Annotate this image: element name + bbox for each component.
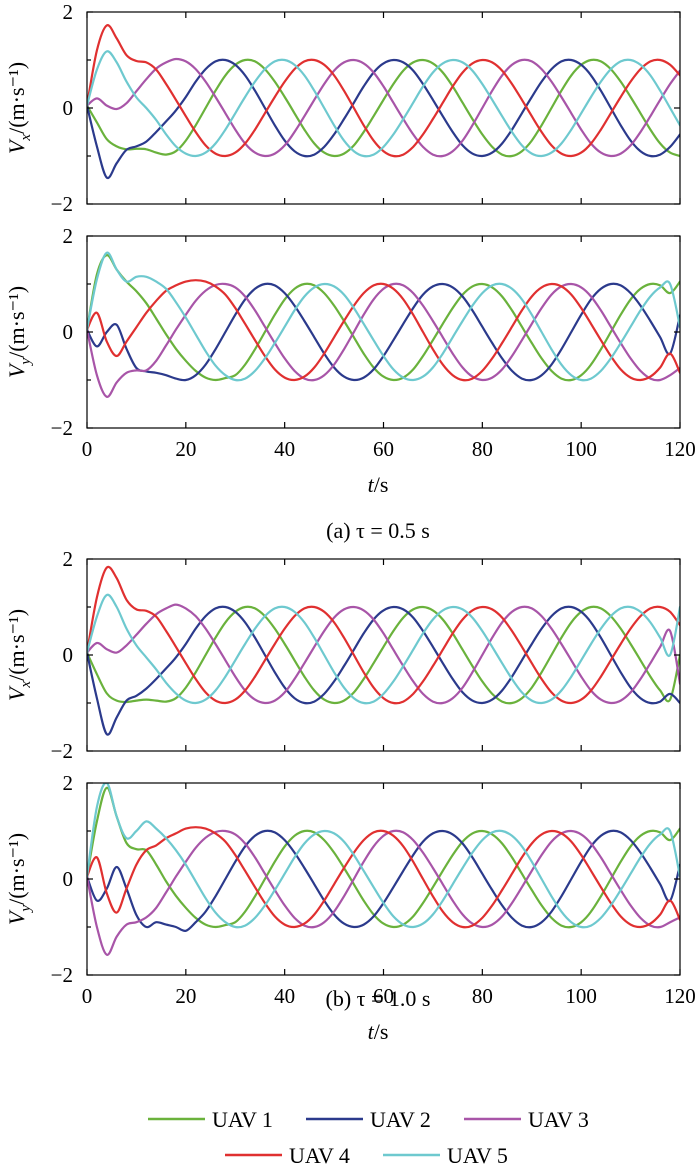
line-uav-5: [87, 783, 680, 929]
line-uav-1: [87, 254, 680, 382]
y-tick-label: 0: [63, 867, 74, 891]
plot-frame: [86, 782, 681, 976]
series-group: [87, 783, 680, 956]
y-tick-label: −2: [51, 192, 73, 216]
x-tick-label: 120: [664, 984, 696, 1008]
x-tick-label: 60: [373, 984, 394, 1008]
legend-label-uav-4: UAV 4: [289, 1143, 350, 1167]
line-uav-2: [87, 829, 680, 933]
y-tick-label: −2: [51, 739, 73, 763]
y-tick-label: 2: [63, 547, 74, 571]
line-uav-5: [87, 593, 680, 705]
x-tick-label: 40: [274, 437, 295, 461]
panels: 20−2Vx/(m·s⁻¹)20−20 20 40 60 80 100 120t/sVy/(…: [4, 0, 696, 1044]
y-tick-label: 0: [63, 320, 74, 344]
y-axis-label: Vy/(m·s⁻¹): [4, 833, 34, 925]
line-uav-5: [87, 251, 680, 382]
x-tick-label: 20: [175, 437, 196, 461]
y-tick-label: 2: [63, 0, 74, 24]
y-tick-label: 0: [63, 96, 74, 120]
x-tick-label: 80: [472, 437, 493, 461]
line-uav-4: [87, 279, 680, 382]
x-tick-label: 120: [664, 437, 696, 461]
legend-label-uav-3: UAV 3: [528, 1107, 589, 1132]
y-axis-label: Vy/(m·s⁻¹): [4, 286, 34, 378]
caption-b: (b) τ = 1.0 s: [326, 986, 431, 1011]
y-tick-label: 2: [63, 771, 74, 795]
line-uav-3: [87, 282, 680, 398]
x-axis-label: t/s: [368, 472, 389, 497]
plot-frame: [86, 235, 681, 429]
line-uav-1: [87, 786, 680, 929]
legend-label-uav-2: UAV 2: [370, 1107, 431, 1132]
line-uav-4: [87, 826, 680, 929]
y-tick-label: 0: [63, 643, 74, 667]
x-tick-label: 20: [175, 984, 196, 1008]
line-uav-3: [87, 57, 680, 158]
line-uav-2: [87, 58, 680, 180]
y-axis-label: Vx/(m·s⁻¹): [4, 609, 34, 701]
line-uav-4: [87, 24, 680, 158]
legend-label-uav-1: UAV 1: [212, 1107, 273, 1132]
x-tick-label: 80: [472, 984, 493, 1008]
series-group: [87, 24, 680, 180]
x-tick-label: 0: [82, 984, 93, 1008]
legend-label-uav-5: UAV 5: [447, 1143, 508, 1167]
series-group: [87, 251, 680, 398]
plot-frame: [86, 558, 681, 752]
caption-a: (a) τ = 0.5 s: [326, 518, 430, 543]
line-uav-3: [87, 603, 680, 705]
y-tick-label: −2: [51, 416, 73, 440]
y-tick-label: −2: [51, 963, 73, 987]
x-tick-label: 60: [373, 437, 394, 461]
plot-frame: [86, 11, 681, 205]
x-tick-label: 100: [565, 437, 597, 461]
line-uav-5: [87, 50, 680, 158]
legend: UAV 1 UAV 2 UAV 3 UAV 4 UAV 5: [148, 1107, 589, 1167]
panel-a-vx: 2 0 −2 Vx/(m·s⁻¹): [4, 0, 681, 216]
line-uav-3: [87, 829, 680, 956]
line-uav-2: [87, 605, 680, 736]
x-axis-label: t/s: [368, 1019, 389, 1044]
y-tick-label: 2: [63, 224, 74, 248]
line-uav-4: [87, 565, 680, 705]
panel-b-vx: 2 0 −2 Vx/(m·s⁻¹): [4, 547, 681, 763]
x-tick-label: 40: [274, 984, 295, 1008]
y-axis-label: Vx/(m·s⁻¹): [4, 62, 34, 154]
x-tick-label: 100: [565, 984, 597, 1008]
series-group: [87, 565, 680, 736]
x-tick-label: 0: [82, 437, 93, 461]
